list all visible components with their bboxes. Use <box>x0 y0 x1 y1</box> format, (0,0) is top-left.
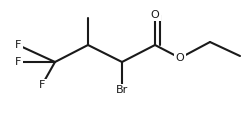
Text: F: F <box>15 57 21 67</box>
Text: Br: Br <box>115 85 128 95</box>
Text: F: F <box>15 40 21 50</box>
Text: F: F <box>39 80 45 90</box>
Text: O: O <box>175 53 184 63</box>
Text: O: O <box>150 10 159 20</box>
